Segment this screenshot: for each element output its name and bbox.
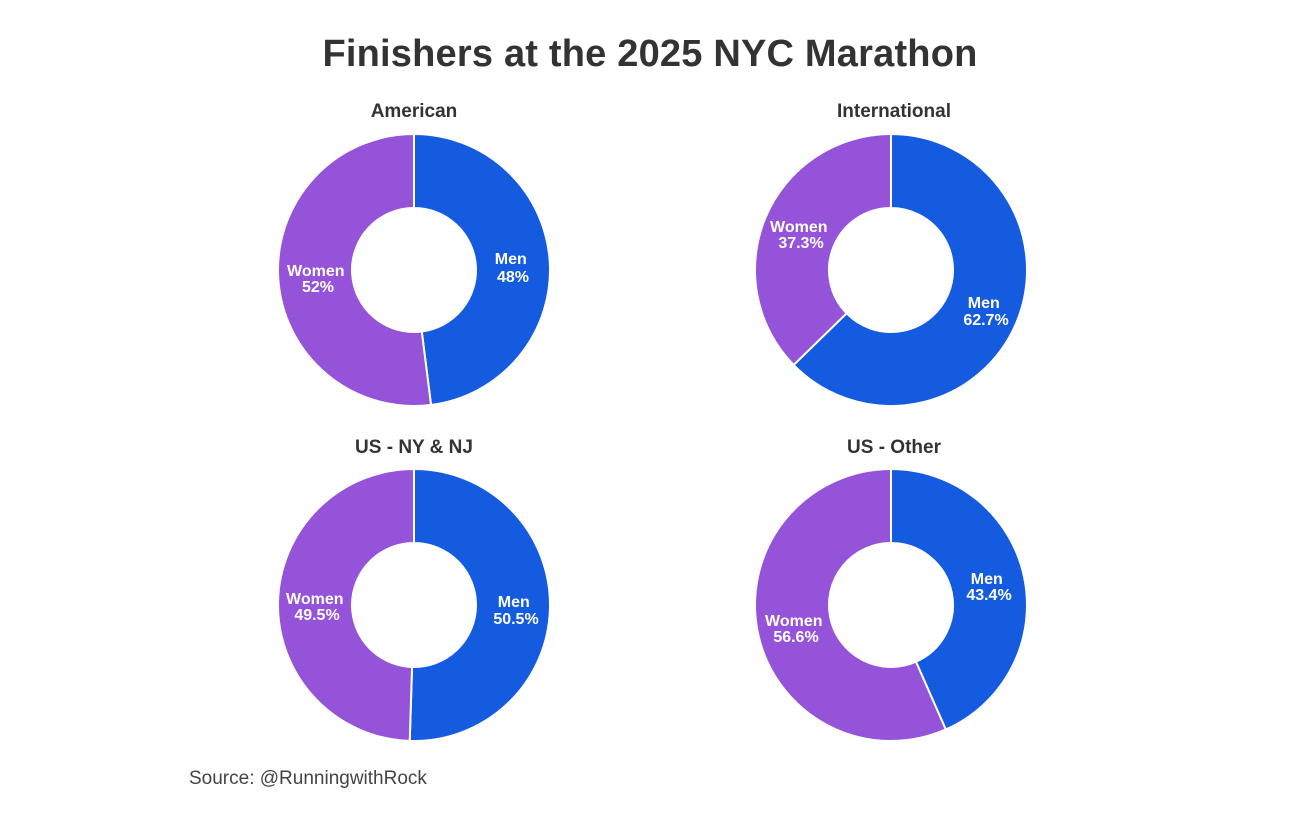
donut-chart-american: Men 48% Women 52% [277, 133, 551, 407]
segment-label-women: Women 49.5% [286, 591, 348, 624]
segment-label-women: Women 37.3% [770, 219, 832, 252]
donut-chart-international: Men 62.7% Women 37.3% [754, 133, 1028, 407]
segment-women[interactable] [754, 133, 892, 366]
segment-men[interactable] [890, 468, 1028, 731]
segment-men[interactable] [792, 133, 1028, 407]
segment-label-men: Men 50.5% [493, 594, 538, 628]
segment-label-men: Men 43.4% [966, 571, 1011, 604]
segment-women[interactable] [754, 468, 947, 742]
segment-label-men: Men 48% [495, 251, 531, 286]
donut-chart-us-other: Men 43.4% Women 56.6% [754, 468, 1028, 742]
segment-label-men: Men 62.7% [963, 295, 1008, 329]
donut-chart-ny-nj: Men 50.5% Women 49.5% [277, 468, 551, 742]
chart-title: Finishers at the 2025 NYC Marathon [322, 33, 978, 75]
segment-label-women: Women 56.6% [765, 613, 827, 646]
subchart-title-us-other: US - Other [847, 437, 941, 458]
segment-men[interactable] [408, 468, 551, 742]
source-note: Source: @RunningwithRock [189, 768, 427, 789]
subchart-title-international: International [836, 101, 951, 122]
subchart-title-ny-nj: US - NY & NJ [355, 437, 473, 458]
segment-women[interactable] [277, 468, 415, 742]
subchart-title-american: American [370, 101, 458, 122]
segment-men[interactable] [413, 133, 551, 406]
segment-women[interactable] [277, 133, 433, 407]
segment-label-women: Women 52% [287, 263, 349, 296]
